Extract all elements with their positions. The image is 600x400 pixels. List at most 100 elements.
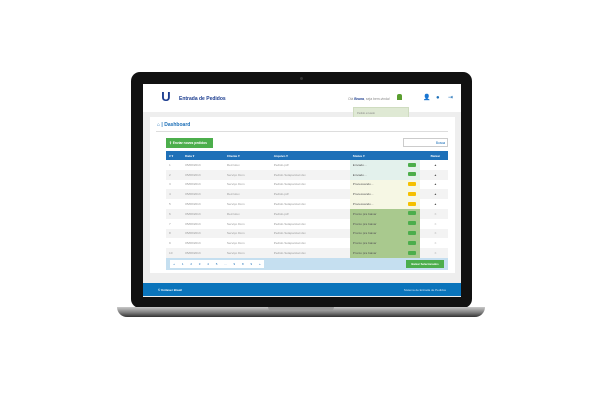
col-status[interactable]: Status ▾	[349, 151, 420, 160]
status-indicator-icon[interactable]	[407, 250, 416, 255]
table-row[interactable]: 8 05/08/2013 Serviço Dom Pedido Solaparc…	[166, 228, 448, 239]
col-date[interactable]: Data ▾	[182, 151, 224, 160]
laptop-base	[117, 307, 485, 317]
row-date: 05/08/2013	[185, 202, 201, 207]
app-title: Entrada de Pedidos	[179, 96, 226, 102]
pagination: « 1 2 3 4 5... 9 8 9 »	[170, 260, 264, 268]
row-date: 05/08/2013	[185, 182, 201, 187]
select-checkbox[interactable]: ○	[434, 221, 437, 226]
search-icon: ⌕	[443, 141, 445, 145]
select-checkbox[interactable]: ○	[434, 241, 437, 246]
row-file: Pedido.pdf	[270, 189, 350, 200]
select-checkbox[interactable]: ○	[419, 248, 448, 258]
row-file: Pedido.pdf	[273, 162, 289, 167]
row-client: Serviço Dom	[226, 202, 245, 207]
download-icon[interactable]: ▲	[433, 202, 437, 207]
row-status: Pronto pra baixar	[349, 218, 420, 229]
table-row[interactable]: 4 05/08/2013 Rezzolux Pedido.pdf Process…	[166, 189, 448, 200]
row-file: Pedido Solaparcial.xlsx	[273, 202, 306, 207]
row-client: Rezzolux	[223, 189, 271, 200]
page-link[interactable]: 1	[181, 262, 184, 266]
col-file[interactable]: Arquivo ▾	[270, 151, 350, 160]
row-status: Pronto pra baixar	[349, 238, 420, 249]
row-status: Processando...	[349, 199, 420, 209]
table-row[interactable]: 10 05/08/2013 Serviço Dom Pedido Solapar…	[166, 248, 448, 258]
status-indicator-icon[interactable]	[407, 211, 416, 216]
download-selected-button[interactable]: Baixar Selecionados	[406, 260, 444, 268]
row-status: Processando...	[349, 179, 420, 190]
table-row[interactable]: 5 05/08/2013 Serviço Dom Pedido Solaparc…	[166, 199, 448, 209]
row-number: 8	[166, 228, 183, 239]
page-link[interactable]: «	[173, 262, 176, 266]
row-status: Enviado...	[349, 160, 420, 170]
footer-copyright: © Unilever Brasil	[158, 288, 183, 292]
download-icon[interactable]: ▲	[419, 189, 448, 200]
row-client: Rezzolux	[223, 208, 271, 219]
welcome-text: Olá Bruna, seja bem-vinda!	[348, 97, 390, 101]
page-link[interactable]: »	[258, 262, 261, 266]
row-date: 05/08/2013	[185, 162, 201, 167]
col-number[interactable]: # ▾	[166, 151, 183, 160]
divider	[156, 131, 448, 132]
row-file: Pedido Solaparcial.xlsx	[273, 182, 306, 187]
page-link[interactable]: 5	[215, 262, 218, 266]
new-orders-button[interactable]: ⇧ Enviar novos pedidos	[166, 138, 213, 148]
row-number: 5	[169, 202, 171, 207]
search-input[interactable]: Busca ⌕	[403, 138, 448, 147]
page-link[interactable]: 9	[250, 262, 253, 266]
status-indicator-icon[interactable]	[407, 240, 416, 245]
row-date: 05/08/2013	[182, 189, 224, 200]
row-number: 4	[166, 189, 183, 200]
select-checkbox[interactable]: ○	[419, 208, 448, 219]
orders-table: # ▾ Data ▾ Cliente ▾ Arquivo ▾ Status ▾ …	[166, 151, 448, 258]
table-footer: « 1 2 3 4 5... 9 8 9 » Baixar Selecionados	[166, 258, 448, 270]
col-download[interactable]: Baixar	[419, 151, 448, 160]
laptop-notch	[268, 307, 334, 311]
unilever-logo: U	[161, 89, 171, 104]
row-client: Serviço Dom	[223, 248, 271, 258]
row-client: Serviço Dom	[223, 228, 271, 239]
notification-bell-icon[interactable]	[397, 94, 402, 100]
page-title: ⌂ | Dashboard	[157, 122, 191, 128]
row-client: Serviço Dom	[226, 241, 245, 246]
row-client: Serviço Dom	[226, 182, 245, 187]
select-checkbox[interactable]: ○	[419, 228, 448, 239]
status-indicator-icon[interactable]	[407, 221, 416, 226]
row-number: 2	[166, 169, 183, 180]
status-indicator-icon[interactable]	[407, 231, 416, 236]
row-client: Serviço Dom	[226, 221, 245, 226]
table-row[interactable]: 6 05/08/2013 Rezzolux Pedido.pdf Pronto …	[166, 208, 448, 219]
page-link[interactable]: 2	[190, 262, 192, 266]
table-row[interactable]: 7 05/08/2013 Serviço Dom Pedido Solaparc…	[166, 218, 448, 229]
table-row[interactable]: 2 05/08/2013 Serviço Dom Pedido Solaparc…	[166, 169, 448, 180]
download-icon[interactable]: ▲	[433, 182, 437, 187]
table-row[interactable]: 3 05/08/2013 Serviço Dom Pedido Solaparc…	[166, 179, 448, 190]
row-number: 9	[169, 241, 171, 246]
page-link[interactable]: 8	[241, 262, 244, 266]
page-link[interactable]: 4	[207, 262, 209, 266]
download-icon[interactable]: ▲	[419, 169, 448, 180]
logout-icon[interactable]: ⇥	[448, 95, 454, 101]
row-status: Pronto pra baixar	[349, 228, 420, 239]
screen: U Entrada de Pedidos Olá Bruna, seja bem…	[143, 84, 461, 297]
header: U Entrada de Pedidos Olá Bruna, seja bem…	[143, 84, 461, 112]
status-indicator-icon	[407, 191, 416, 196]
page-link[interactable]: 3	[198, 262, 201, 266]
dashboard-panel: ⌂ | Dashboard ⇧ Enviar novos pedidos Bus…	[150, 117, 455, 273]
row-client: Rezzolux	[226, 162, 240, 167]
page-link[interactable]: 9	[233, 262, 236, 266]
table-row[interactable]: 9 05/08/2013 Serviço Dom Pedido Solaparc…	[166, 238, 448, 249]
col-client[interactable]: Cliente ▾	[223, 151, 271, 160]
help-icon[interactable]: ●	[436, 95, 440, 101]
table-row[interactable]: 1 05/08/2013 Rezzolux Pedido.pdf Enviado…	[166, 160, 448, 170]
row-number: 6	[166, 208, 183, 219]
download-icon[interactable]: ▲	[433, 162, 437, 167]
row-date: 05/08/2013	[185, 221, 201, 226]
user-icon[interactable]: 👤	[423, 95, 431, 101]
status-indicator-icon	[407, 182, 416, 187]
notification-item[interactable]: Pedido enviado	[357, 112, 375, 115]
status-indicator-icon	[407, 201, 416, 206]
status-indicator-icon	[407, 162, 416, 167]
page-link[interactable]: ...	[224, 262, 227, 266]
footer: © Unilever Brasil Sistema de Entrada de …	[143, 283, 461, 296]
